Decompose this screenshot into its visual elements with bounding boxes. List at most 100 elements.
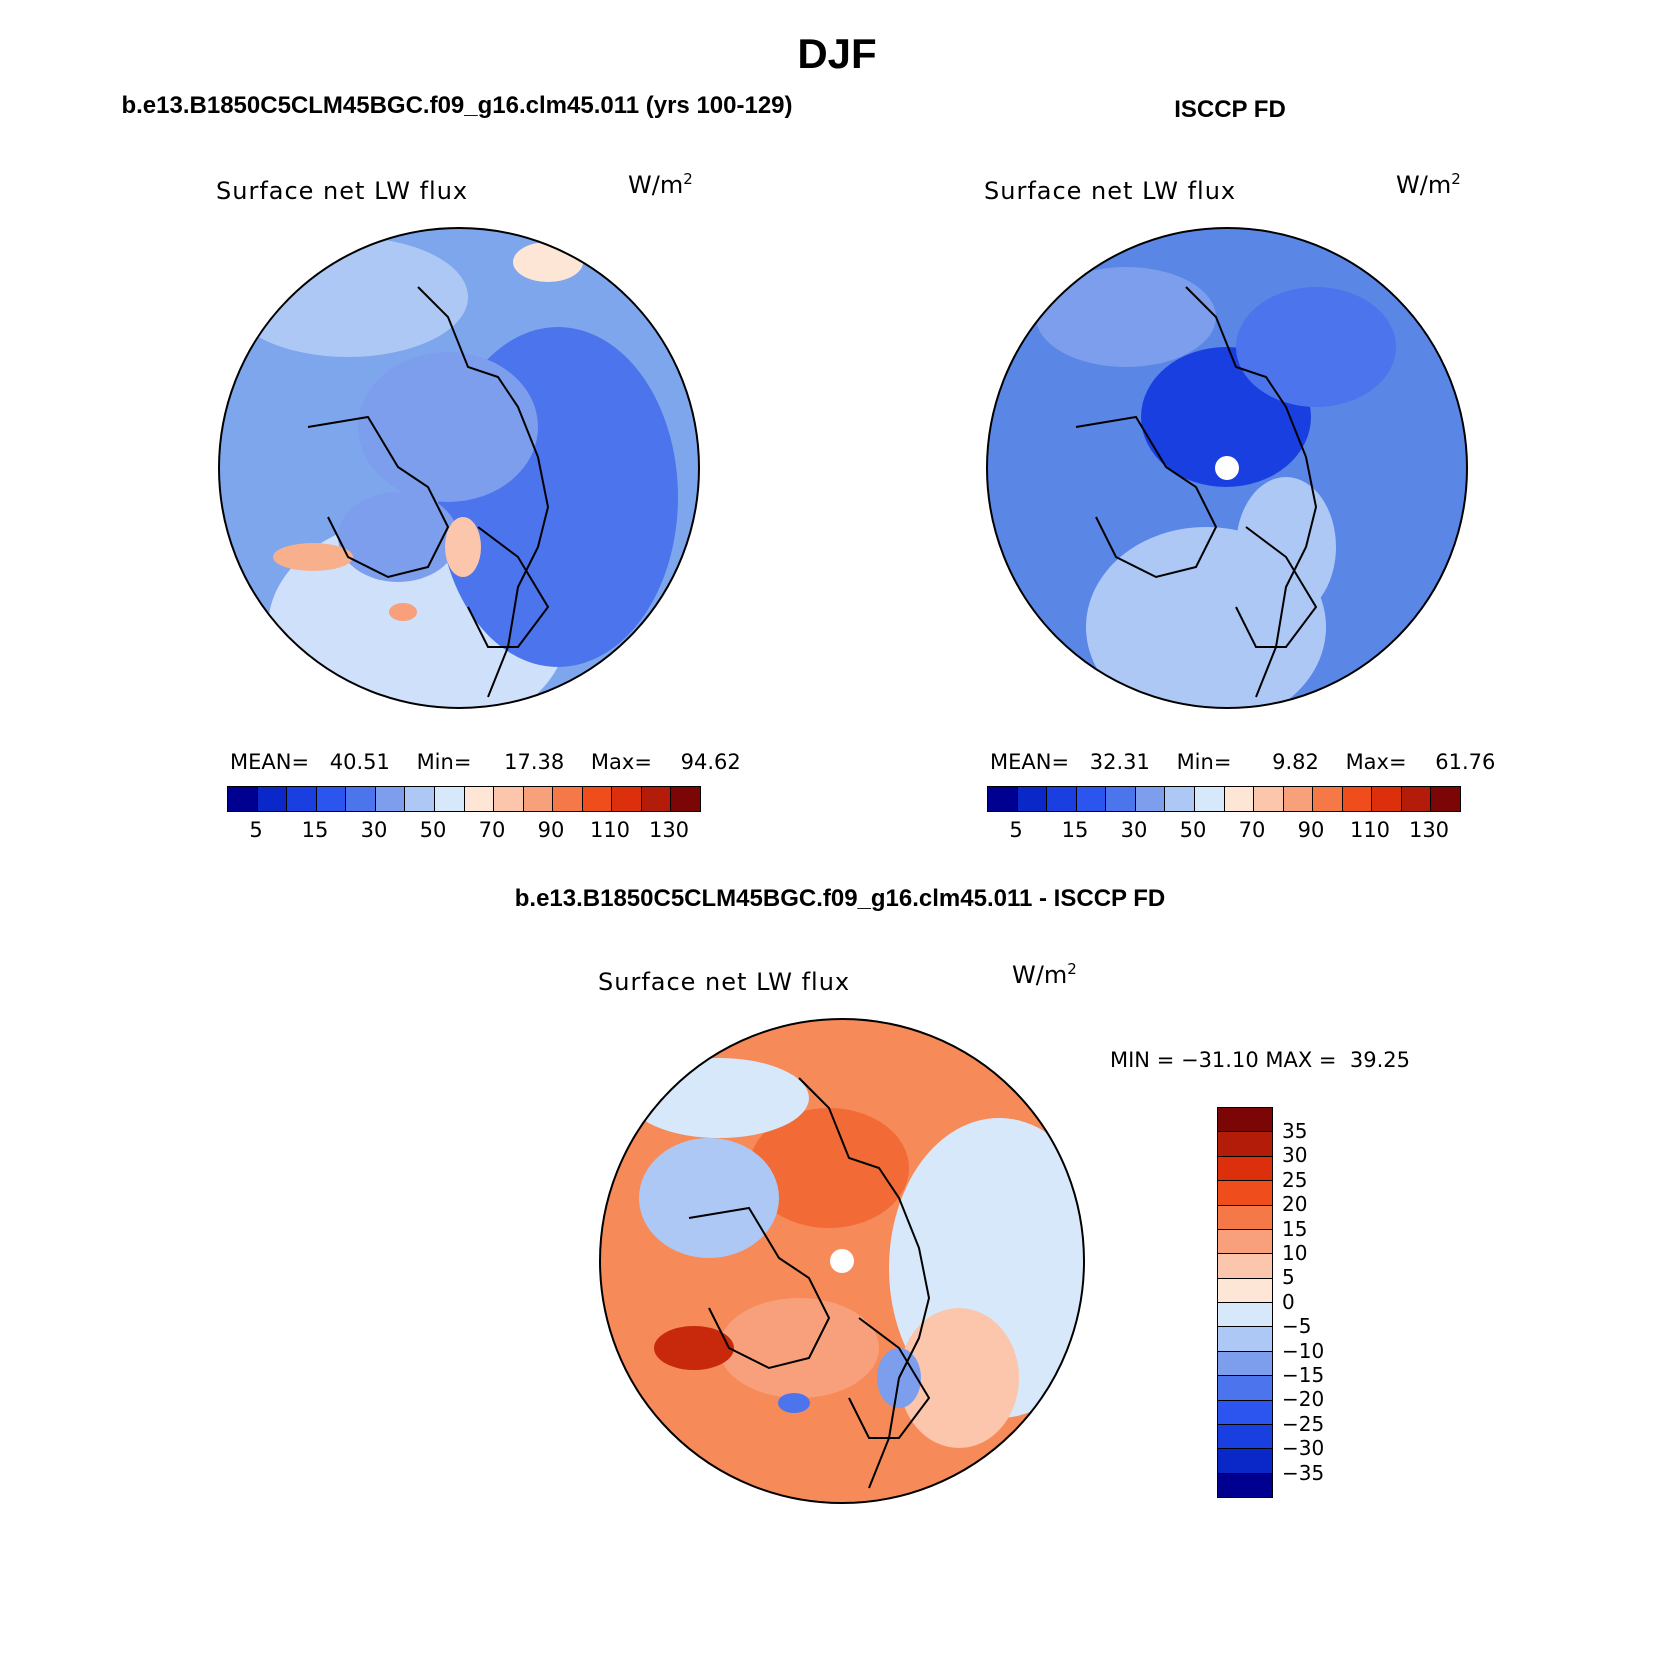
panel-2-colorbar-swatch-10 (1283, 787, 1314, 811)
panel-1-colorbar-swatch-12 (582, 787, 613, 811)
panel-1-colorbar-ticks: 5 15 30 50 70 90 110 130 (0, 818, 1674, 844)
diff-panel-colorbar-swatch-8 (1218, 1303, 1272, 1328)
diff-panel-colorbar-ticks-label-8: −5 (1282, 1314, 1312, 1339)
panel-2-mean-label: MEAN= (990, 750, 1070, 774)
panel-2-map-coastlines (1075, 286, 1318, 698)
panel-1-units-base: W/m (628, 171, 684, 199)
panel-2-colorbar-swatch-5 (1135, 787, 1166, 811)
panel-1-mean-label: MEAN= (230, 750, 310, 774)
panel-1-colorbar-ticks-label-3: 50 (419, 818, 447, 842)
panel-1-map-warm-patch-d (389, 603, 417, 621)
panel-2-colorbar-swatch-8 (1224, 787, 1255, 811)
panel-1-colorbar-swatch-13 (612, 787, 642, 811)
panel-1-units-exponent: 2 (683, 170, 693, 188)
diff-panel-map-border (599, 1018, 1085, 1504)
panel-2-colorbar-swatch-6 (1165, 787, 1195, 811)
panel-2-colorbar-swatch-0 (988, 787, 1018, 811)
panel-2-units: W/m2 (1396, 170, 1461, 199)
panel-2-header: ISCCP FD (1174, 96, 1286, 123)
diff-panel-units: W/m2 (1012, 960, 1077, 989)
diff-panel-map-coastlines (688, 1077, 931, 1489)
panel-2-min-label: Min= (1176, 750, 1232, 774)
diff-panel-colorbar-swatch-6 (1218, 1254, 1272, 1279)
diff-panel-colorbar-swatch-9 (1218, 1327, 1272, 1352)
diff-panel-colorbar-swatch-15 (1218, 1473, 1272, 1497)
panel-2-colorbar-swatch-15 (1431, 787, 1460, 811)
panel-1-colorbar-ticks-label-1: 15 (301, 818, 329, 842)
panel-1-min-label: Min= (416, 750, 472, 774)
panel-1-max-label: Max= (590, 750, 652, 774)
panel-2-units-exponent: 2 (1451, 170, 1461, 188)
panel-1-colorbar-ticks-label-4: 70 (478, 818, 506, 842)
panel-2-colorbar-ticks-label-1: 15 (1061, 818, 1089, 842)
diff-panel-colorbar-ticks-label-6: 5 (1282, 1265, 1295, 1290)
panel-1-colorbar-swatch-9 (494, 787, 524, 811)
panel-1-stats: MEAN= 40.51 Min= 17.38 Max= 94.62 (230, 750, 741, 774)
panel-1-colorbar-swatch-2 (287, 787, 317, 811)
panel-2-colorbar-swatch-11 (1313, 787, 1343, 811)
diff-panel-map-arctic-warm (749, 1108, 909, 1228)
panel-2-colorbar-swatch-7 (1194, 787, 1225, 811)
diff-panel-colorbar-ticks-label-5: 10 (1282, 1241, 1308, 1265)
panel-1-header: b.e13.B1850C5CLM45BGC.f09_g16.clm45.011 … (121, 92, 793, 119)
panel-2-colorbar-ticks-label-7: 130 (1408, 818, 1450, 842)
panel-2-map-pacific-light (1036, 267, 1216, 367)
panel-2-colorbar-ticks-label-4: 70 (1238, 818, 1266, 842)
diff-panel-units-base: W/m (1012, 961, 1068, 989)
panel-2-colorbar-swatch-3 (1076, 787, 1107, 811)
panel-2-colorbar (987, 786, 1461, 812)
panel-2-colorbar-swatch-2 (1047, 787, 1077, 811)
panel-2-min-value: 9.82 (1272, 750, 1319, 774)
panel-2-variable-label: Surface net LW flux (984, 177, 1237, 205)
diff-panel-map-pacific-cool (629, 1058, 809, 1138)
panel-2-colorbar-ticks: 5 15 30 50 70 90 110 130 (0, 818, 1674, 844)
panel-1-colorbar-ticks-label-7: 130 (648, 818, 690, 842)
diff-panel-colorbar-swatch-5 (1218, 1229, 1272, 1255)
panel-2-map-europe-light (1236, 477, 1336, 617)
panel-2-map-border (986, 227, 1468, 709)
diff-panel-colorbar (1217, 1107, 1273, 1498)
diff-panel-map-greenland-sea (719, 1298, 879, 1398)
panel-2-max-label: Max= (1345, 750, 1407, 774)
panel-2-colorbar-ticks-label-2: 30 (1120, 818, 1148, 842)
diff-panel-map-iceland-cool (778, 1393, 810, 1413)
diff-panel-colorbar-ticks-label-13: −30 (1282, 1436, 1325, 1461)
diff-panel-units-exponent: 2 (1067, 960, 1077, 978)
diff-panel-colorbar-swatch-4 (1218, 1205, 1272, 1230)
diff-panel-colorbar-swatch-1 (1218, 1132, 1272, 1157)
panel-1-colorbar-swatch-10 (523, 787, 554, 811)
panel-2-colorbar-swatch-4 (1106, 787, 1136, 811)
panel-1-colorbar-ticks-label-6: 110 (589, 818, 631, 842)
panel-1-map-arctic-ocean (358, 352, 538, 502)
panel-2-colorbar-ticks-label-6: 110 (1349, 818, 1391, 842)
panel-2-colorbar-ticks-label-0: 5 (1009, 818, 1023, 842)
panel-1-colorbar-swatch-4 (346, 787, 376, 811)
panel-1-colorbar-swatch-0 (228, 787, 258, 811)
panel-1-map-warm-patch-c (445, 517, 481, 577)
panel-2-stats: MEAN= 32.31 Min= 9.82 Max= 61.76 (990, 750, 1495, 774)
diff-panel-map-labrador-hot (654, 1326, 734, 1370)
panel-1-min-value: 17.38 (504, 750, 565, 774)
panel-2-colorbar-swatch-14 (1401, 787, 1432, 811)
diff-panel-colorbar-swatch-0 (1218, 1108, 1272, 1133)
diff-panel-map-canada-cool (639, 1138, 779, 1258)
diff-panel-colorbar-ticks: 35 30 25 20 15 10 5 0 −5 −10 −15 −20 −25 −30 −35 (1282, 0, 1362, 1677)
panel-1-max-value: 94.62 (680, 750, 741, 774)
diff-panel-variable-label: Surface net LW flux (598, 968, 851, 996)
panel-1-colorbar (227, 786, 701, 812)
panel-1-polar-map (218, 227, 700, 709)
panel-1-map-greenland (338, 492, 458, 582)
panel-1-colorbar-swatch-3 (316, 787, 347, 811)
diff-panel-colorbar-ticks-label-1: 30 (1282, 1143, 1308, 1168)
diff-panel-colorbar-swatch-7 (1218, 1278, 1272, 1303)
panel-1-colorbar-swatch-11 (553, 787, 583, 811)
panel-1-colorbar-swatch-1 (257, 787, 288, 811)
panel-2-polar-map (986, 227, 1468, 709)
diff-panel-minmax: MIN = −31.10 MAX = 39.25 (1110, 1048, 1410, 1072)
diff-panel-colorbar-swatch-2 (1218, 1156, 1272, 1182)
diff-panel-colorbar-swatch-13 (1218, 1424, 1272, 1450)
diff-panel-colorbar-ticks-label-11: −20 (1282, 1387, 1325, 1412)
diff-panel-header: b.e13.B1850C5CLM45BGC.f09_g16.clm45.011 … (514, 885, 1166, 912)
panel-1-colorbar-swatch-5 (375, 787, 406, 811)
panel-2-max-value: 61.76 (1435, 750, 1496, 774)
